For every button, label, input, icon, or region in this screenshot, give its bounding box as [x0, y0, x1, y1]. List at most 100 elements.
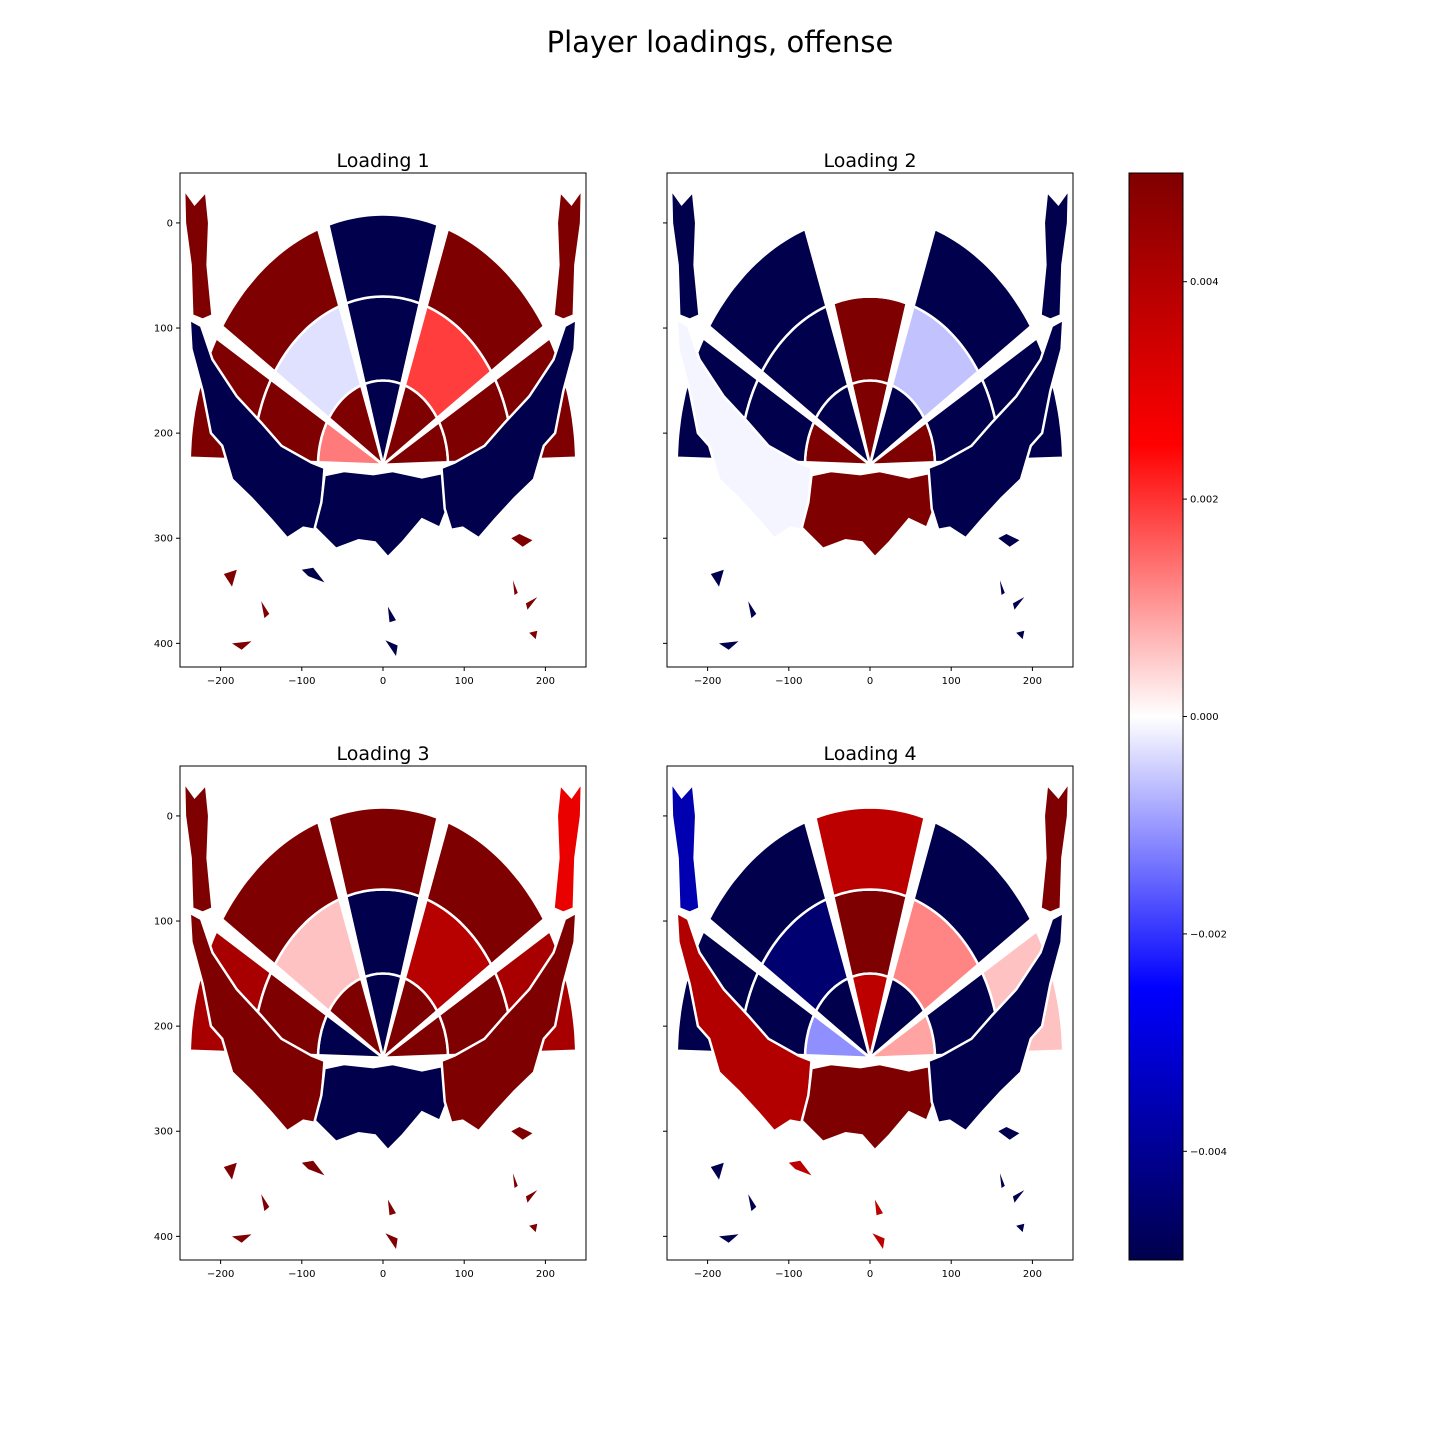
x-tick-label: −100	[775, 1269, 802, 1280]
zone-fragment	[232, 1234, 252, 1243]
zone-fragment	[511, 1127, 533, 1140]
zone-pnt	[850, 379, 890, 465]
x-tick-label: −200	[694, 1269, 721, 1280]
zone-pnu	[313, 1062, 453, 1153]
panel-3: Loading 3 −200 −100 0 100 200 0 100 200 300 400	[154, 743, 587, 1280]
y-tick-label: 200	[154, 429, 173, 440]
zone-fragment	[1016, 1223, 1025, 1233]
zone-lco	[220, 227, 341, 374]
zone-fragment	[874, 606, 883, 623]
zone-fragment	[748, 601, 757, 619]
zone-rco	[912, 227, 1033, 374]
zone-fragment	[529, 1223, 538, 1233]
zone-rbl	[867, 976, 926, 1062]
zone-fragment	[872, 640, 885, 656]
panel-2: Loading 2 −200 −100 0 100 200	[663, 150, 1074, 687]
colorbar-tick-label: 0.004	[1190, 277, 1219, 288]
colorbar-tick-label: −0.004	[1190, 1147, 1227, 1158]
zone-fragment	[301, 567, 325, 583]
zone-rc3	[552, 185, 584, 321]
zone-fragment	[525, 597, 538, 610]
zone-lwn	[188, 317, 326, 540]
zone-fragment	[385, 640, 398, 656]
zone-lwn	[675, 317, 813, 540]
colorbar-tick-label: 0.002	[1190, 495, 1219, 506]
zone-pnt	[850, 972, 890, 1058]
zone-pnt	[363, 972, 403, 1058]
x-tick-label: 200	[1023, 1269, 1042, 1280]
zone-lwn	[188, 910, 326, 1133]
y-tick-label: 400	[154, 639, 173, 650]
zone-pnu	[800, 469, 940, 560]
zone-lbl	[814, 976, 873, 1062]
x-tick-label: 100	[455, 1269, 474, 1280]
zone-fragment	[511, 534, 533, 547]
x-tick-label: −200	[694, 676, 721, 687]
zone-rbl	[380, 976, 439, 1062]
x-tick-label: 200	[536, 676, 555, 687]
zone-lbl	[814, 383, 873, 469]
zone-fragment	[512, 580, 518, 595]
zone-lc3	[182, 778, 214, 914]
x-tick-label: −200	[207, 1269, 234, 1280]
zone-pnu	[800, 1062, 940, 1153]
y-tick-label: 100	[154, 324, 173, 335]
y-tick-label: 200	[154, 1022, 173, 1033]
zone-fragment	[529, 630, 538, 640]
panel-title: Loading 3	[336, 743, 429, 765]
colorbar: 0.004 0.002 0.000 −0.002 −0.004	[1128, 172, 1227, 1261]
y-tick-label: 300	[154, 534, 173, 545]
y-tick-label: 0	[167, 218, 173, 229]
zone-fragment	[1012, 597, 1025, 610]
y-tick-label: 0	[167, 811, 173, 822]
zone-fragment	[710, 569, 724, 587]
zone-cco	[813, 806, 927, 898]
zone-pnt	[363, 379, 403, 465]
x-tick-label: 100	[942, 1269, 961, 1280]
zone-rwn	[440, 910, 578, 1133]
panel-title: Loading 2	[823, 150, 916, 172]
zone-lco	[707, 820, 828, 967]
zone-rc3	[1039, 778, 1071, 914]
zone-rwn	[927, 910, 1065, 1133]
zone-fragment	[1012, 1190, 1025, 1203]
y-tick-label: 300	[154, 1127, 173, 1138]
panels: Loading 1 −200 −100 0 100 200 0 100 200 300 400 Loa…	[154, 150, 1074, 1280]
panel-title: Loading 1	[336, 150, 429, 172]
zone-fragment	[223, 1162, 237, 1180]
zone-fragment	[998, 534, 1020, 547]
zone-fragment	[999, 1173, 1005, 1188]
zone-cco	[326, 213, 440, 305]
zone-fragment	[223, 569, 237, 587]
zone-fragment	[719, 1234, 739, 1243]
zone-fragment	[1016, 630, 1025, 640]
x-tick-label: 0	[867, 676, 873, 687]
x-tick-label: 100	[942, 676, 961, 687]
zone-fragment	[525, 1190, 538, 1203]
zone-fragment	[385, 1233, 398, 1249]
zone-fragment	[748, 1194, 757, 1212]
panel-title: Loading 4	[823, 743, 916, 765]
zone-rco	[425, 820, 546, 967]
y-tick-label: 100	[154, 917, 173, 928]
colorbar-tick-label: −0.002	[1190, 929, 1227, 940]
colorbar-ticks: 0.004 0.002 0.000 −0.002 −0.004	[1183, 277, 1227, 1158]
x-tick-label: 0	[380, 676, 386, 687]
zone-lc3	[182, 185, 214, 321]
zone-cco	[326, 806, 440, 898]
panel-1: Loading 1 −200 −100 0 100 200 0 100 200 300 400	[154, 150, 587, 687]
zone-lc3	[669, 185, 701, 321]
x-tick-label: 200	[1023, 676, 1042, 687]
zone-rwn	[440, 317, 578, 540]
x-tick-label: −200	[207, 676, 234, 687]
zone-fragment	[710, 1162, 724, 1180]
zone-fragment	[232, 641, 252, 650]
zone-fragment	[512, 1173, 518, 1188]
zone-fragment	[788, 1160, 812, 1176]
x-tick-label: 100	[455, 676, 474, 687]
zone-rwn	[927, 317, 1065, 540]
zone-rco	[425, 227, 546, 374]
colorbar-gradient	[1129, 173, 1183, 1260]
zone-lc3	[669, 778, 701, 914]
